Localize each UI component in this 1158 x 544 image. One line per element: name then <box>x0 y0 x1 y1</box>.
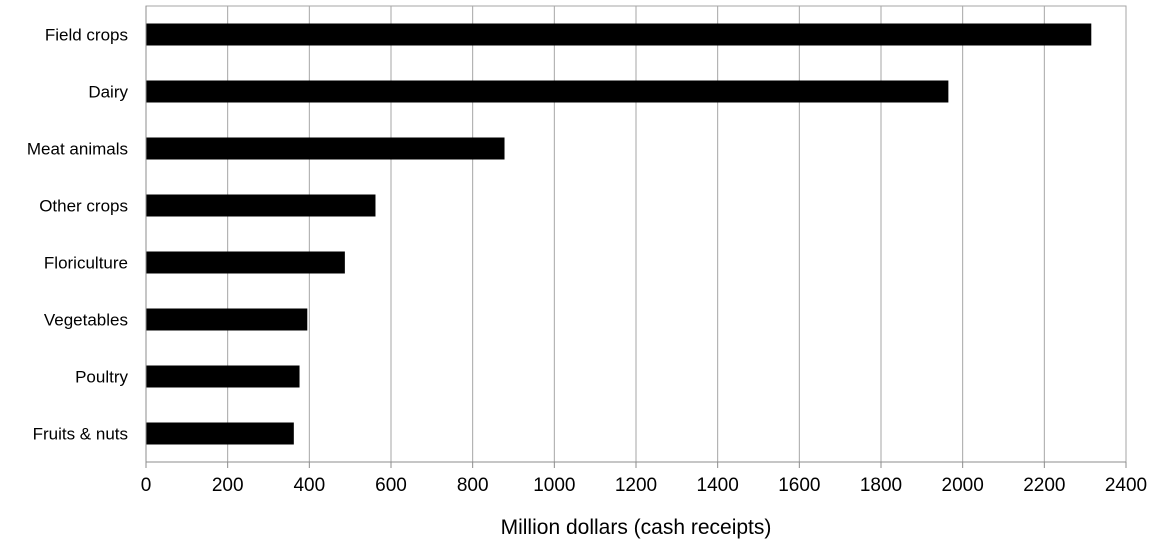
x-tick-label: 2400 <box>1105 475 1147 496</box>
x-tick-label: 1000 <box>533 475 575 496</box>
x-tick-label: 1400 <box>697 475 739 496</box>
category-label: Poultry <box>75 368 128 387</box>
bar <box>146 194 376 217</box>
category-label: Fruits & nuts <box>33 425 128 444</box>
x-tick-label: 200 <box>212 475 244 496</box>
gridlines <box>227 6 1127 462</box>
category-labels: Field crops Dairy Meat animals Other crops F… <box>27 26 129 444</box>
category-label: Other crops <box>39 197 128 216</box>
x-tick-label: 1800 <box>860 475 902 496</box>
x-tick-label: 400 <box>293 475 325 496</box>
x-tick-label: 1600 <box>778 475 820 496</box>
bar <box>146 365 300 388</box>
x-tick-label: 2000 <box>942 475 984 496</box>
bar <box>146 23 1092 46</box>
bar <box>146 422 294 445</box>
x-tick-label: 1200 <box>615 475 657 496</box>
category-label: Vegetables <box>44 311 128 330</box>
bar <box>146 251 345 274</box>
category-label: Meat animals <box>27 140 128 159</box>
category-label: Floriculture <box>44 254 128 273</box>
x-tick-label: 600 <box>375 475 407 496</box>
bar <box>146 80 949 103</box>
category-label: Dairy <box>88 83 128 102</box>
bar <box>146 308 308 331</box>
x-axis-ticks: 0 200 400 600 800 1000 1200 1400 1600 1800 2000 220… <box>141 462 1147 496</box>
category-label: Field crops <box>45 26 128 45</box>
x-tick-label: 0 <box>141 475 152 496</box>
bar <box>146 137 505 160</box>
x-tick-label: 800 <box>457 475 489 496</box>
bars <box>146 23 1092 445</box>
x-tick-label: 2200 <box>1023 475 1065 496</box>
x-axis-title: Million dollars (cash receipts) <box>501 516 772 539</box>
